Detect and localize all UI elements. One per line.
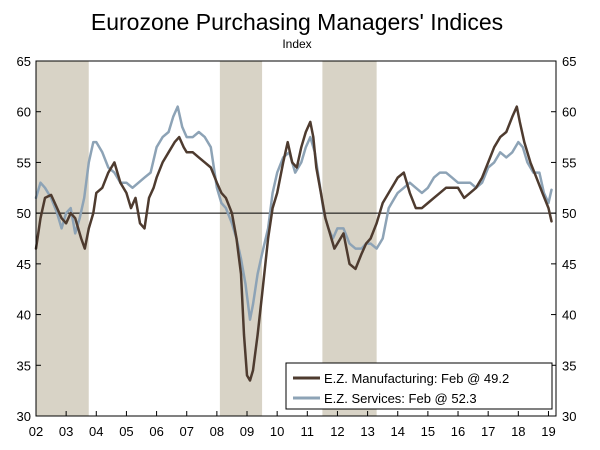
y-tick-label-left: 55 [17, 155, 31, 170]
y-tick-label-left: 35 [17, 358, 31, 373]
x-tick-label: 14 [391, 424, 405, 439]
chart-title: Eurozone Purchasing Managers' Indices [91, 9, 503, 35]
y-tick-label-left: 50 [17, 206, 31, 221]
legend-label-manufacturing: E.Z. Manufacturing: Feb @ 49.2 [324, 371, 509, 386]
series-line-e-z-services [34, 105, 553, 321]
x-tick-label: 07 [179, 424, 193, 439]
shaded-period-1 [219, 61, 263, 416]
x-tick-label: 02 [29, 424, 43, 439]
y-tick-label-left: 45 [17, 257, 31, 272]
y-tick-label-right: 50 [562, 206, 576, 221]
x-tick-label: 03 [59, 424, 73, 439]
x-tick-label: 08 [210, 424, 224, 439]
series-line-e-z-manufacturing [34, 105, 553, 382]
x-tick-label: 17 [481, 424, 495, 439]
series-lines [34, 105, 553, 382]
y-axis-ticks: 30 30 35 35 40 40 45 45 50 50 55 55 60 60 65 65 [17, 54, 577, 424]
y-tick-label-right: 65 [562, 54, 576, 69]
x-tick-label: 10 [270, 424, 284, 439]
y-tick-label-right: 35 [562, 358, 576, 373]
x-tick-label: 13 [360, 424, 374, 439]
y-tick-label-right: 40 [562, 308, 576, 323]
legend: E.Z. Manufacturing: Feb @ 49.2 E.Z. Serv… [285, 362, 553, 410]
legend-label-services: E.Z. Services: Feb @ 52.3 [324, 391, 477, 406]
y-tick-label-left: 65 [17, 54, 31, 69]
x-tick-label: 15 [421, 424, 435, 439]
recession-shading [36, 61, 377, 416]
x-tick-label: 19 [541, 424, 555, 439]
y-tick-label-right: 45 [562, 257, 576, 272]
x-tick-label: 18 [511, 424, 525, 439]
y-tick-label-left: 30 [17, 409, 31, 424]
y-tick-label-left: 60 [17, 105, 31, 120]
x-tick-label: 04 [89, 424, 103, 439]
chart-subtitle: Index [282, 37, 311, 51]
x-tick-label: 11 [301, 424, 315, 439]
x-tick-label: 16 [451, 424, 465, 439]
x-tick-label: 12 [330, 424, 344, 439]
plot-frame [35, 60, 557, 417]
x-axis-ticks: 02 03 04 05 06 07 08 09 10 11 12 13 14 15 16 17 18 19 [29, 411, 556, 439]
y-tick-label-right: 30 [562, 409, 576, 424]
y-tick-label-right: 55 [562, 155, 576, 170]
legend-box [285, 362, 553, 410]
x-tick-label: 05 [119, 424, 133, 439]
x-tick-label: 09 [240, 424, 254, 439]
y-tick-label-left: 40 [17, 308, 31, 323]
x-tick-label: 06 [149, 424, 163, 439]
y-tick-label-right: 60 [562, 105, 576, 120]
